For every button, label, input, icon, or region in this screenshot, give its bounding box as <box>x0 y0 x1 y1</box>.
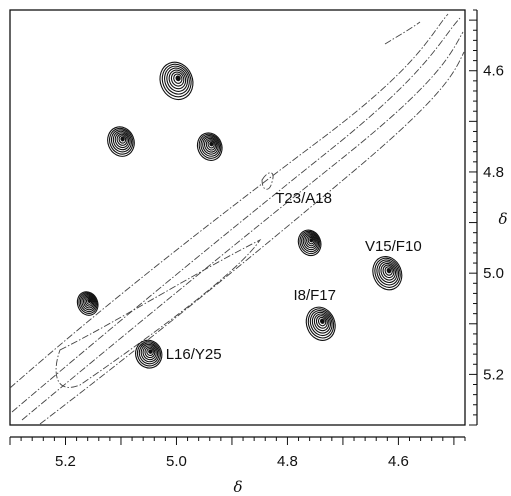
x-tick-label: 5.0 <box>166 453 187 470</box>
diagonal-ridge-contour <box>384 21 421 45</box>
peak-contour-ring <box>82 295 95 309</box>
peak-contour-ring <box>205 139 217 151</box>
peak-contour-ring <box>196 132 223 161</box>
y-tick-label: 5.0 <box>483 265 504 282</box>
peak-contour-ring <box>136 341 162 367</box>
y-axis: 4.6 4.8 5.0 5.2 <box>469 9 504 426</box>
y-tick-label: 4.8 <box>483 164 504 181</box>
peak-contour-ring <box>306 235 316 247</box>
peak-contour-ring <box>380 262 397 281</box>
peak-label: V15/F10 <box>365 238 422 255</box>
peak-contour-ring <box>378 261 398 284</box>
peak-contour-ring <box>78 292 98 314</box>
peak-contour <box>107 126 135 157</box>
peak-contour-ring <box>376 259 400 286</box>
peak-contour-ring <box>170 71 185 87</box>
peak-contour <box>196 132 223 161</box>
peak-contour-ring <box>299 230 321 255</box>
peak-contour-ring <box>112 130 131 151</box>
peak-label: I8/F17 <box>293 287 336 304</box>
peak-contour-ring <box>159 61 194 101</box>
x-tick-label: 4.8 <box>277 453 298 470</box>
peak-contour-ring <box>144 346 156 359</box>
peak-contour-ring <box>200 135 220 157</box>
peak-contour-ring <box>142 345 157 361</box>
y-axis-label: δ <box>498 210 507 228</box>
peak-contour-ring <box>307 308 335 339</box>
peak-contour <box>159 61 194 101</box>
peak-contour-ring <box>319 318 325 324</box>
peak-contour-ring <box>317 316 327 327</box>
peak-contour-ring <box>302 233 318 251</box>
peak-contour-ring <box>382 264 395 279</box>
peak-contour-ring <box>297 229 322 257</box>
y-tick-label: 4.6 <box>483 63 504 80</box>
peak-contour-ring <box>313 313 330 332</box>
diagonal-ridge-contour <box>55 238 262 388</box>
peak-contour <box>135 339 163 369</box>
peak-contour-ring <box>307 236 315 245</box>
peak-label: T23/A18 <box>275 190 332 207</box>
diagonal-ridge-contour <box>9 13 449 389</box>
peak-label: L16/Y25 <box>166 346 222 363</box>
peak-contour-ring <box>138 342 160 365</box>
peak-contour <box>297 229 322 257</box>
peak-contour-ring <box>374 257 401 288</box>
peak-contour-ring <box>79 293 97 313</box>
peak-contour-ring <box>114 132 130 149</box>
peak-contour-ring <box>140 343 159 363</box>
diagonal-ridge-contour <box>39 51 465 425</box>
x-axis-label: δ <box>233 478 242 496</box>
peak-contour-ring <box>203 137 218 153</box>
peak-contour-ring <box>109 127 134 155</box>
peak-contour-ring <box>168 69 187 90</box>
peak-contour-ring <box>110 129 132 153</box>
peak-contour-ring <box>386 268 392 274</box>
peak-contour-ring <box>384 266 393 276</box>
peak-contour-ring <box>207 140 215 149</box>
diagonal-ridge-contour <box>21 31 464 421</box>
peak-contour-ring <box>309 310 333 337</box>
peak-contour-ring <box>84 296 94 307</box>
peak-contour-ring <box>148 349 153 354</box>
y-tick-label: 5.2 <box>483 366 504 383</box>
peak-contour-ring <box>311 311 332 334</box>
peak-contour-ring <box>304 234 317 249</box>
x-axis: 5.2 5.0 4.8 4.6 <box>9 436 466 470</box>
peak-contour <box>76 291 99 316</box>
peak-contour-ring <box>372 256 403 291</box>
peak-contour-ring <box>120 136 125 142</box>
peak-contour-ring <box>305 306 336 341</box>
peak-contour-ring <box>309 238 314 243</box>
peak-contour-ring <box>175 75 181 82</box>
peak-contour-ring <box>76 291 99 316</box>
peak-contour <box>305 306 336 341</box>
peak-contour-ring <box>116 133 128 146</box>
peak-contour-ring <box>202 136 219 155</box>
peak-contour-ring <box>301 231 320 253</box>
diagonal-ridge-contour <box>11 17 461 413</box>
diagonal-ridge-contour <box>261 172 274 190</box>
peak-contour-ring <box>166 67 188 92</box>
x-tick-label: 5.2 <box>55 453 76 470</box>
diagonal-ridges <box>9 13 465 425</box>
peak-contour-ring <box>198 133 222 159</box>
peak-contour-ring <box>81 294 96 311</box>
peak-contour <box>372 256 403 291</box>
x-tick-label: 4.6 <box>388 453 409 470</box>
peak-contour-ring <box>87 298 92 304</box>
peak-contour-ring <box>315 315 328 329</box>
peak-contour-ring <box>164 65 190 95</box>
peak-contour-ring <box>146 347 154 356</box>
peaks-layer: T23/A18 V15/F10 I8/F17 L16/Y25 <box>76 61 422 369</box>
peak-contour-ring <box>173 73 183 84</box>
peak-contour-ring <box>135 339 163 369</box>
peak-contour-ring <box>118 135 127 144</box>
peak-contour-ring <box>209 141 214 147</box>
plot-frame <box>9 9 466 426</box>
peak-contour-ring <box>85 297 93 305</box>
peak-contour-ring <box>107 126 135 157</box>
peak-contour-ring <box>161 63 192 98</box>
